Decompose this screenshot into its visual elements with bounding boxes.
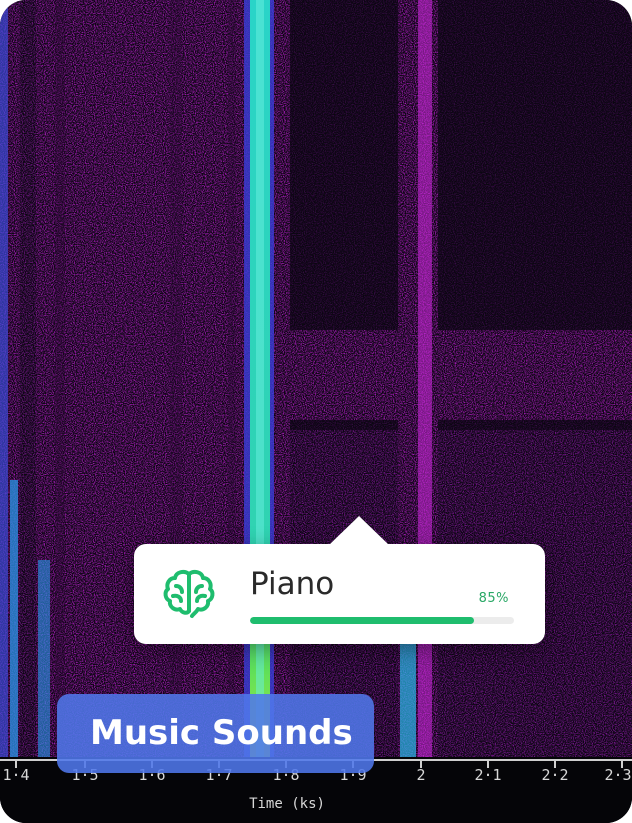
brain-icon <box>162 566 216 620</box>
confidence-bar <box>250 617 514 624</box>
detected-sound-label: Piano <box>250 566 335 602</box>
popup-pointer <box>329 516 389 545</box>
x-tick-label: 2·3 <box>604 766 632 784</box>
x-tick-label: 2·2 <box>541 766 569 784</box>
confidence-bar-fill <box>250 617 475 624</box>
x-tick-label: 2 <box>416 766 426 784</box>
detection-popup[interactable]: Piano 85% <box>134 516 545 644</box>
x-tick-label: 2·1 <box>474 766 502 784</box>
x-axis-title: Time (ks) <box>249 796 325 812</box>
category-badge[interactable]: Music Sounds <box>57 694 374 773</box>
confidence-text: 85% <box>478 591 509 606</box>
x-tick-label: 1·4 <box>2 766 30 784</box>
